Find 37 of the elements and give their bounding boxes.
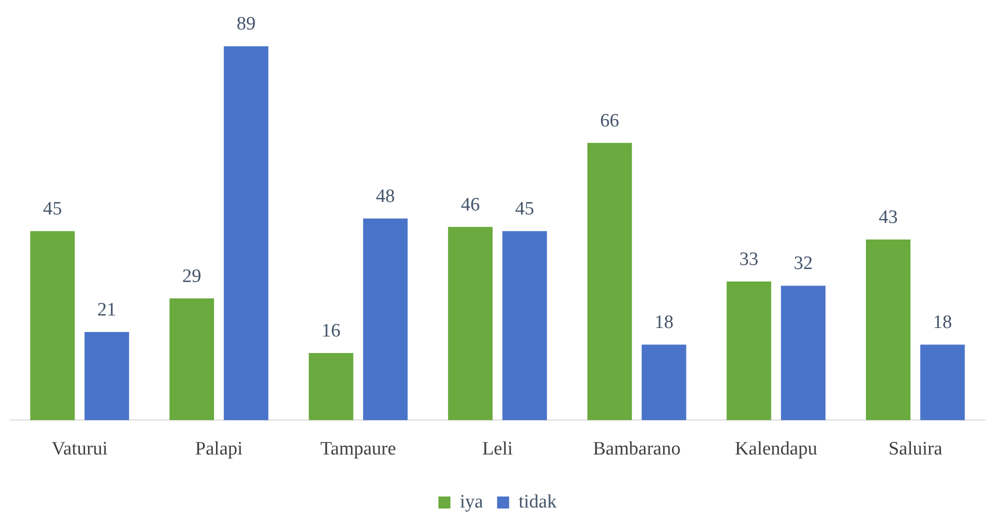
bar: [866, 240, 910, 420]
data-label: 45: [42, 198, 62, 220]
bar: [726, 282, 772, 420]
legend-label: iya: [460, 491, 484, 512]
bar: [587, 142, 632, 420]
x-tick-label: Bambarano: [592, 438, 681, 460]
data-label: 45: [515, 198, 534, 220]
x-tick-label: Palapi: [195, 438, 243, 460]
bar: [169, 298, 214, 420]
data-label: 21: [97, 299, 116, 320]
bar: [363, 218, 408, 420]
bar: [642, 344, 686, 420]
x-tick-label: Vaturui: [52, 438, 108, 460]
x-tick-label: Kalendapu: [734, 438, 818, 460]
data-label: 18: [654, 312, 674, 334]
bar: [84, 332, 130, 420]
bar: [780, 286, 826, 420]
data-label: 46: [460, 194, 480, 216]
data-label: 89: [236, 14, 256, 35]
x-tick-label: Leli: [482, 438, 513, 460]
bar: [448, 226, 493, 420]
data-label: 32: [794, 253, 813, 274]
bar: [920, 344, 965, 420]
legend-label: tidak: [518, 491, 558, 512]
data-label: 33: [739, 249, 758, 270]
data-label: 66: [600, 110, 620, 132]
bar: [224, 46, 268, 420]
data-label: 29: [182, 266, 202, 287]
x-tick-label: Saluira: [888, 438, 943, 460]
data-label: 18: [933, 312, 952, 334]
bar: [502, 231, 547, 420]
data-label: 48: [376, 186, 395, 207]
data-label: 43: [878, 207, 898, 228]
data-label: 16: [322, 320, 341, 342]
bar: [308, 352, 354, 420]
bar: [30, 231, 75, 420]
x-tick-label: Tampaure: [320, 438, 396, 460]
